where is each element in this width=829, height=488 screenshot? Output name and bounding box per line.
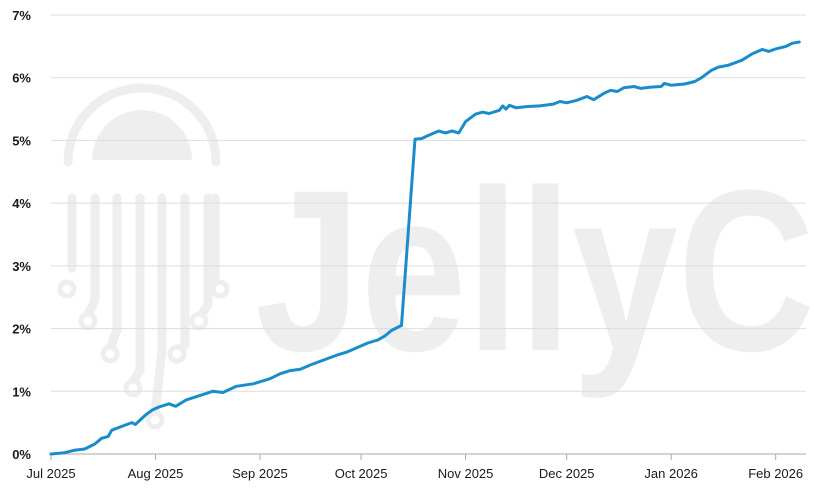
- gridlines: [51, 14, 806, 455]
- x-tick-label: Dec 2025: [539, 466, 595, 481]
- x-tick-label: Nov 2025: [438, 466, 494, 481]
- y-tick-label: 6%: [12, 71, 31, 86]
- x-tick-label: Sep 2025: [232, 466, 288, 481]
- series-line: [49, 40, 801, 456]
- y-tick-label: 3%: [12, 259, 31, 274]
- x-tick-label: Jan 2026: [644, 466, 698, 481]
- watermark-logo: JellyC: [57, 83, 815, 430]
- y-tick-label: 0%: [12, 447, 31, 462]
- y-tick-label: 2%: [12, 322, 31, 337]
- x-tick-label: Oct 2025: [335, 466, 388, 481]
- x-tick-label: Jul 2025: [26, 466, 75, 481]
- watermark-text: JellyC: [255, 142, 815, 399]
- series-layer: [49, 40, 801, 456]
- y-tick-label: 4%: [12, 196, 31, 211]
- y-tick-label: 1%: [12, 384, 31, 399]
- x-tick-label: Feb 2026: [748, 466, 803, 481]
- y-tick-label: 5%: [12, 133, 31, 148]
- x-tick-label: Aug 2025: [128, 466, 184, 481]
- y-axis: 0% 1% 2% 3% 4% 5% 6% 7%: [12, 8, 31, 462]
- x-axis: Jul 2025 Aug 2025 Sep 2025 Oct 2025 Nov 2025…: [26, 454, 803, 481]
- y-tick-label: 7%: [12, 8, 31, 23]
